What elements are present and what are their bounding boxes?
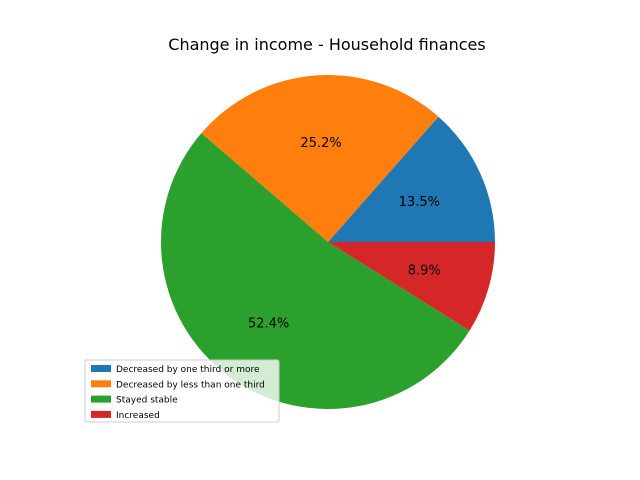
legend-swatch <box>91 380 111 388</box>
legend-swatch <box>91 410 111 418</box>
legend-label: Decreased by one third or more <box>116 365 260 375</box>
legend-label: Stayed stable <box>116 396 178 406</box>
pie-label-decreased-by-less-than-one-third: 25.2% <box>300 136 341 151</box>
pie-slice-increased <box>328 242 495 331</box>
legend-label: Decreased by less than one third <box>116 380 265 390</box>
legend-frame <box>84 359 280 423</box>
pie-slice-decreased-by-one-third-or-more <box>328 116 495 242</box>
legend-item-increased: Increased <box>91 410 160 421</box>
pie-slices <box>161 74 495 409</box>
legend-swatch <box>91 395 111 403</box>
pie-label-decreased-by-one-third-or-more: 13.5% <box>399 195 440 210</box>
pie-slice-stayed-stable <box>161 133 470 409</box>
legend-items: Decreased by one third or more Decreased … <box>91 365 265 421</box>
legend-item-decreased-by-one-third-or-more: Decreased by one third or more <box>91 365 260 375</box>
chart-title: Change in income - Household finances <box>168 35 485 54</box>
legend-swatch <box>91 365 111 372</box>
legend-item-decreased-by-less-than-one-third: Decreased by less than one third <box>91 380 265 390</box>
pie-label-stayed-stable: 52.4% <box>248 317 289 332</box>
legend: Decreased by one third or more Decreased … <box>84 359 280 423</box>
legend-item-stayed-stable: Stayed stable <box>91 395 178 406</box>
pie-slice-decreased-by-less-than-one-third <box>201 74 439 242</box>
pie-label-increased: 8.9% <box>408 264 441 279</box>
legend-label: Increased <box>116 411 160 421</box>
pie-labels: 13.5% 25.2% 52.4% 8.9% <box>248 136 441 332</box>
